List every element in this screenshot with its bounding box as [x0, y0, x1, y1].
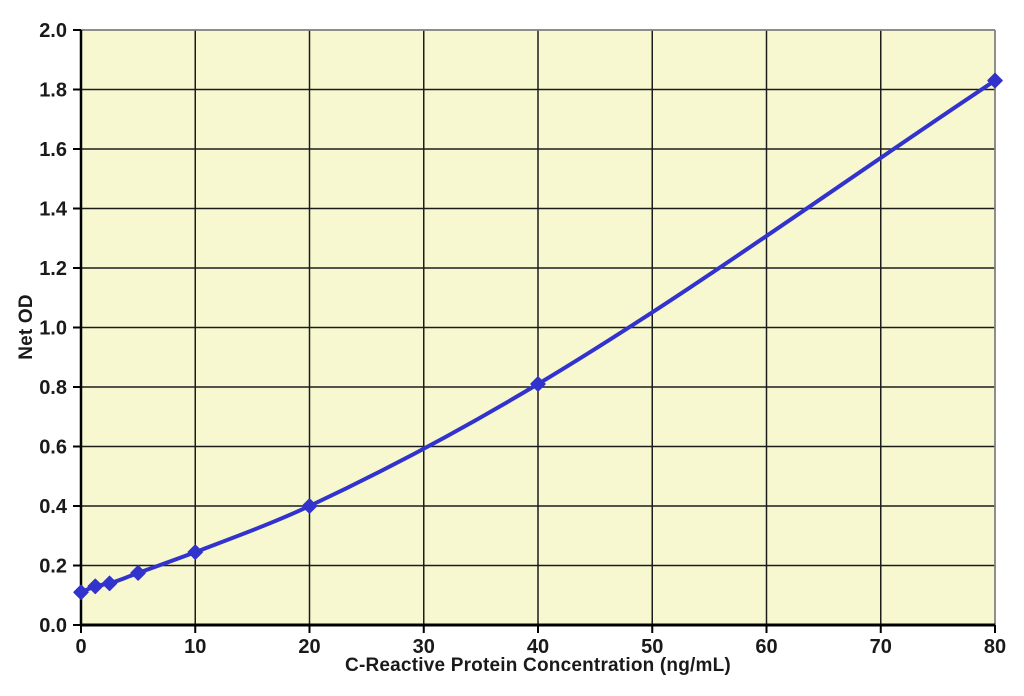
y-tick-label: 0.2	[39, 556, 67, 578]
y-tick-label: 2.0	[39, 20, 67, 42]
x-tick-label: 60	[755, 636, 777, 658]
tick-labels: 0 10 20 30 40 50 60 70 80 0.0 0.2 0.4 0.6 0.8 1.0 1.2 1.…	[39, 20, 1006, 658]
y-tick-label: 1.4	[39, 199, 68, 221]
y-tick-label: 1.2	[39, 258, 67, 280]
y-tick-label: 1.8	[39, 80, 67, 102]
y-tick-label: 0.4	[39, 496, 68, 518]
data-point-marker	[73, 584, 89, 601]
data-point-marker	[530, 376, 546, 392]
y-tick-label: 0.6	[39, 437, 67, 459]
x-tick-label: 40	[527, 636, 549, 658]
x-tick-label: 70	[870, 636, 892, 658]
data-point-marker	[101, 575, 118, 592]
tick-marks	[73, 29, 996, 633]
x-tick-label: 50	[641, 636, 663, 658]
y-tick-label: 0.0	[39, 615, 67, 637]
data-point-marker	[301, 498, 318, 514]
y-tick-label: 1.6	[39, 139, 67, 161]
y-tick-label: 1.0	[39, 318, 67, 340]
x-tick-label: 0	[75, 636, 86, 658]
data-point-markers	[73, 72, 1003, 601]
y-axis-title: Net OD	[16, 294, 37, 360]
data-point-marker	[87, 578, 104, 595]
x-tick-label: 20	[298, 636, 320, 658]
x-tick-label: 30	[413, 636, 435, 658]
data-point-marker	[187, 544, 203, 560]
x-tick-label: 80	[984, 636, 1006, 658]
data-point-marker	[130, 565, 146, 581]
x-axis-title: C-Reactive Protein Concentration (ng/mL)	[345, 655, 731, 676]
x-tick-label: 10	[184, 636, 206, 658]
y-tick-label: 0.8	[39, 377, 67, 399]
data-point-marker	[987, 72, 1003, 89]
